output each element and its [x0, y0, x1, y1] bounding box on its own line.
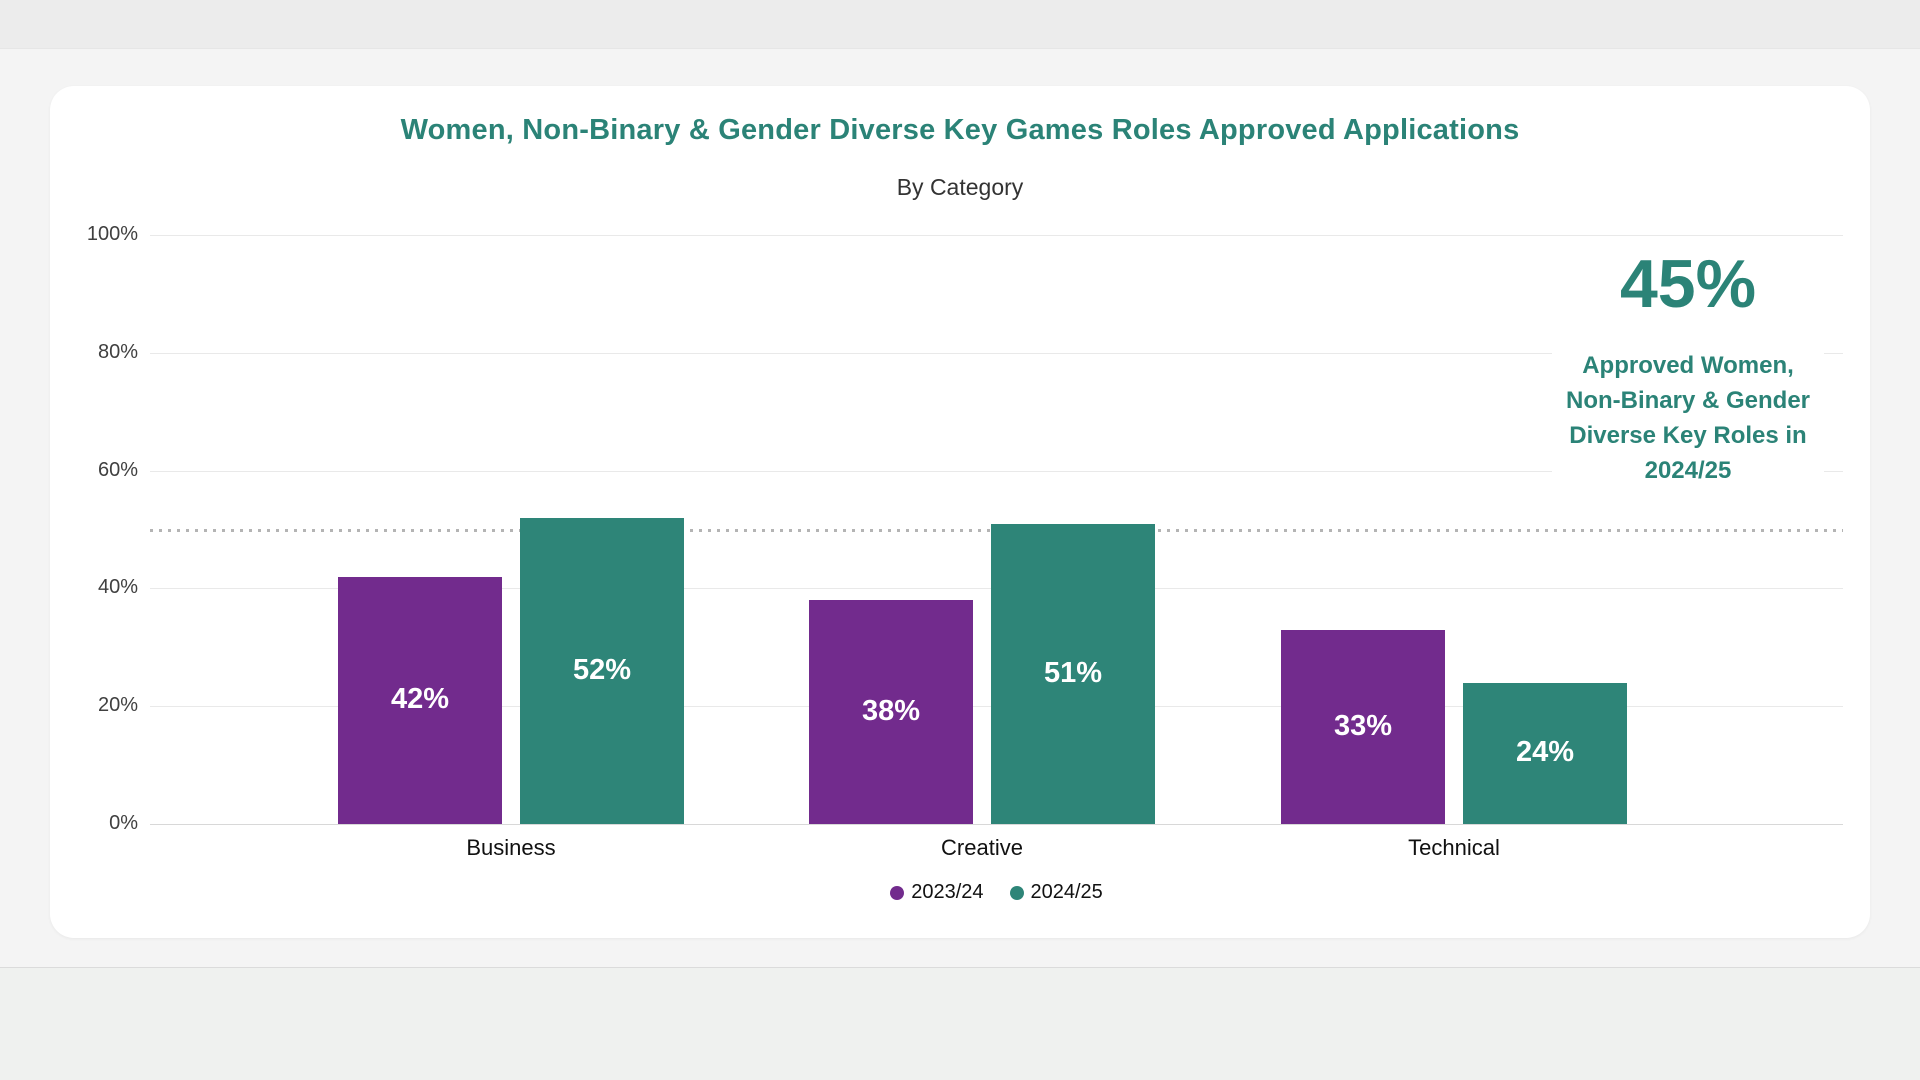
y-axis-tick-label: 60% [97, 458, 138, 481]
legend-label: 2024/25 [1030, 881, 1103, 903]
bar-chart-plot: 45% Approved Women, Non-Binary & Gender … [50, 86, 1870, 938]
bar-value-label: 38% [861, 695, 921, 728]
gridline-60pct [150, 470, 1843, 472]
gridline-0pct [150, 824, 1843, 825]
page-bottom-band [0, 968, 1920, 1080]
y-axis-tick-label: 20% [97, 694, 138, 717]
page-top-strip [0, 0, 1920, 49]
category-label-creative: Creative [941, 835, 1023, 860]
annotation-headline: 45% [1619, 246, 1757, 322]
legend-label: 2023/24 [911, 881, 984, 903]
bar-value-label: 52% [572, 653, 632, 686]
bar-value-label: 24% [1515, 736, 1575, 769]
category-label-business: Business [466, 835, 556, 860]
legend-dot-icon [890, 885, 905, 900]
chart-legend: 2023/24 2024/25 [150, 881, 1843, 904]
bar-2023-24-creative[interactable] [809, 600, 973, 824]
bar-2023-24-business[interactable] [338, 576, 502, 824]
bar-value-label: 33% [1333, 709, 1393, 742]
bar-2024-25-business[interactable] [520, 517, 684, 824]
category-label-technical: Technical [1408, 835, 1500, 860]
bar-2024-25-creative[interactable] [991, 523, 1155, 824]
y-axis-tick-label: 100% [86, 223, 138, 245]
annotation-callout: 45% Approved Women, Non-Binary & Gender … [1552, 236, 1824, 504]
legend-item-2024-25[interactable]: 2024/25 [1009, 881, 1103, 904]
y-axis-tick-label: 0% [109, 812, 138, 834]
gridline-80pct [150, 352, 1843, 354]
legend-item-2023-24[interactable]: 2023/24 [890, 881, 984, 904]
bar-2024-25-technical[interactable] [1463, 682, 1627, 824]
y-axis-tick-label: 40% [97, 576, 138, 599]
chart-card: Women, Non-Binary & Gender Diverse Key G… [50, 86, 1870, 938]
bar-2023-24-technical[interactable] [1281, 629, 1445, 824]
legend-dot-icon [1009, 885, 1024, 900]
bar-value-label: 51% [1043, 656, 1103, 689]
annotation-description: Approved Women, Non-Binary & Gender Dive… [1565, 352, 1811, 484]
chart-subtitle: By Category [896, 174, 1024, 200]
gridline-100pct [150, 235, 1843, 236]
page-divider [0, 967, 1920, 968]
chart-title: Women, Non-Binary & Gender Diverse Key G… [400, 114, 1520, 146]
bar-value-label: 42% [390, 683, 450, 716]
y-axis-tick-label: 80% [97, 340, 138, 363]
